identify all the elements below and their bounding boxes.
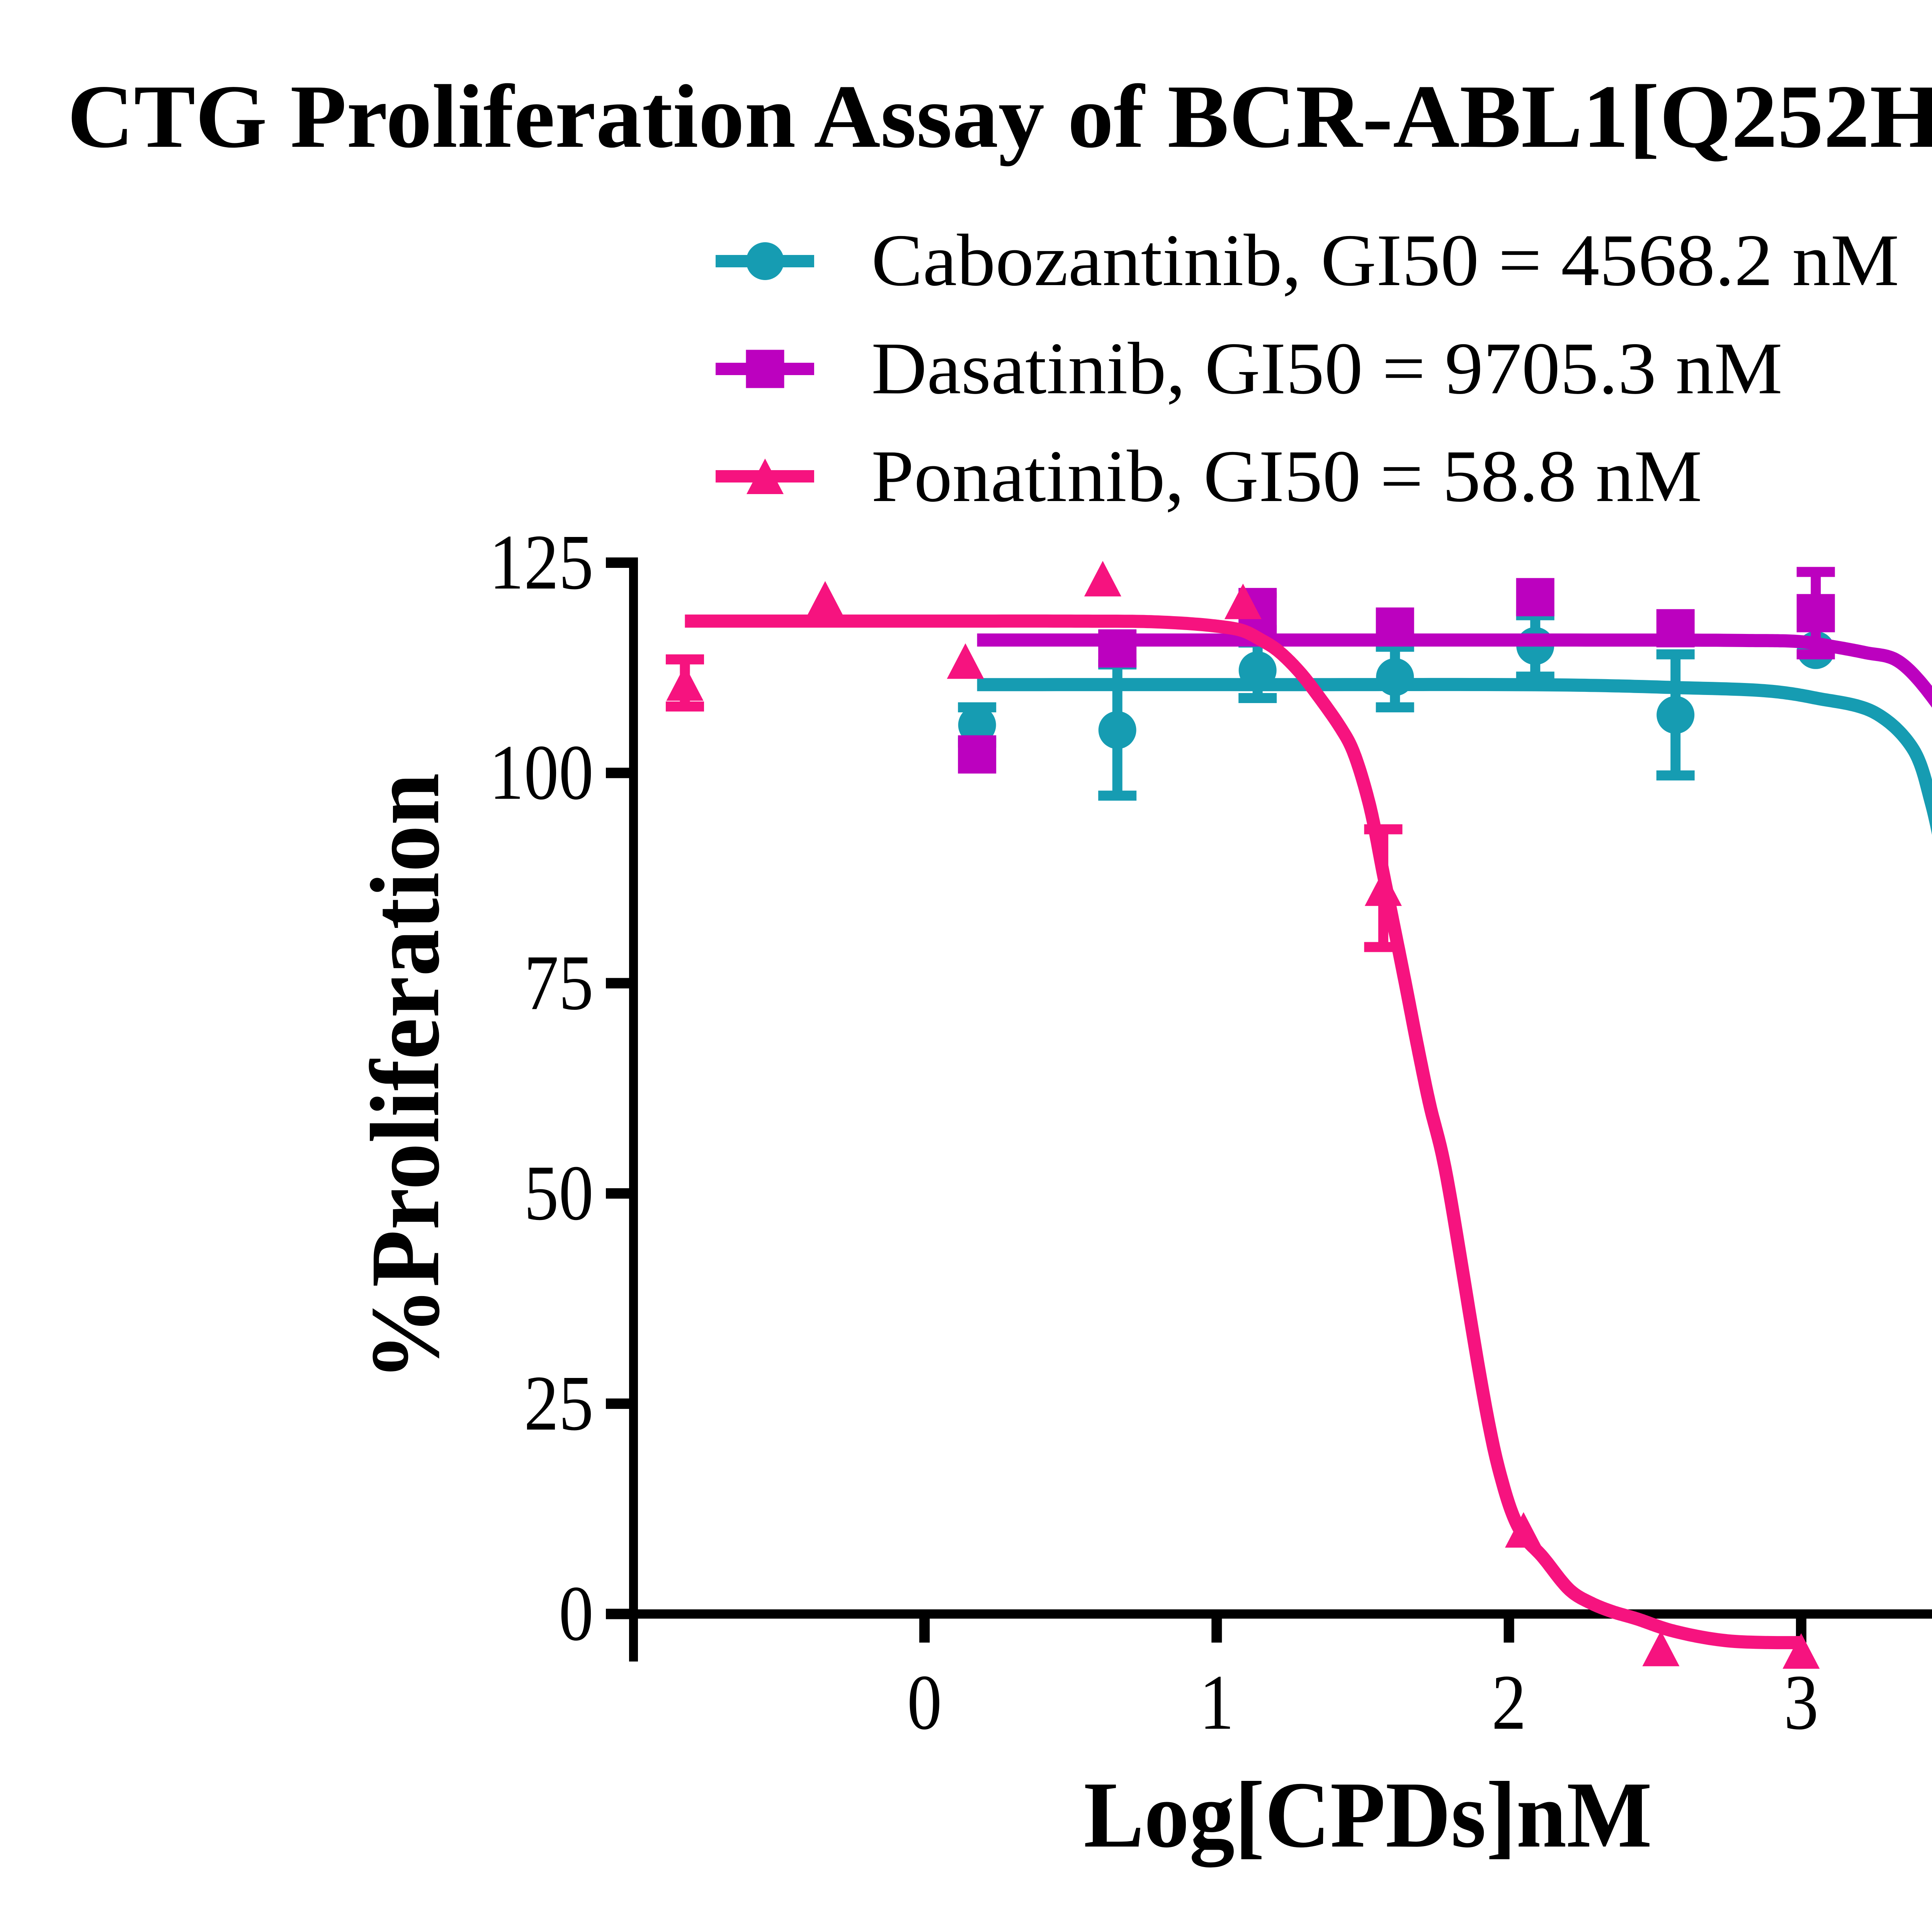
svg-text:Dasatinib, GI50 = 9705.3 nM: Dasatinib, GI50 = 9705.3 nM <box>871 327 1782 409</box>
svg-text:75: 75 <box>524 939 594 1026</box>
svg-text:2: 2 <box>1492 1659 1526 1746</box>
svg-text:0: 0 <box>559 1570 594 1657</box>
svg-text:CTG Proliferation Assay of BCR: CTG Proliferation Assay of BCR-ABL1[Q252… <box>67 66 1932 166</box>
svg-text:25: 25 <box>524 1360 594 1447</box>
svg-text:Log[CPDs]nM: Log[CPDs]nM <box>1084 1762 1652 1867</box>
svg-text:100: 100 <box>489 729 594 816</box>
svg-text:125: 125 <box>489 519 594 606</box>
svg-text:50: 50 <box>524 1149 594 1237</box>
svg-text:0: 0 <box>907 1659 942 1746</box>
svg-text:3: 3 <box>1784 1659 1818 1746</box>
svg-text:1: 1 <box>1199 1659 1234 1746</box>
svg-text:Ponatinib, GI50 = 58.8 nM: Ponatinib, GI50 = 58.8 nM <box>871 435 1702 517</box>
svg-text:%Proliferation: %Proliferation <box>351 773 460 1381</box>
svg-text:Cabozantinib, GI50 = 4568.2 nM: Cabozantinib, GI50 = 4568.2 nM <box>871 219 1899 301</box>
